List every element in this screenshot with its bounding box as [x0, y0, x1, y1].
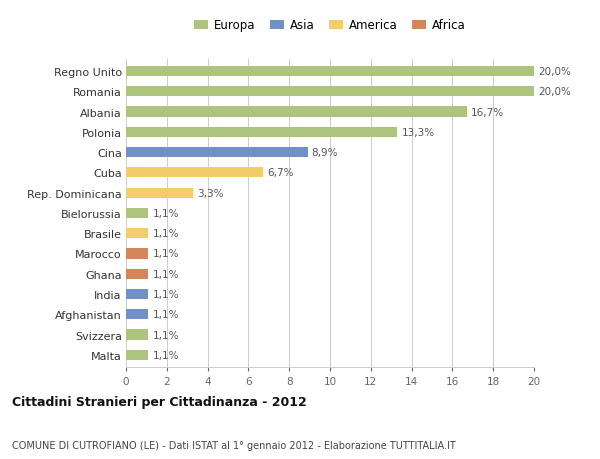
Bar — [126, 269, 148, 279]
Bar — [126, 128, 397, 138]
Bar — [126, 249, 148, 259]
Text: 1,1%: 1,1% — [152, 229, 179, 239]
Text: 1,1%: 1,1% — [152, 350, 179, 360]
Text: 6,7%: 6,7% — [267, 168, 293, 178]
Text: 1,1%: 1,1% — [152, 208, 179, 218]
Bar — [126, 67, 534, 77]
Text: 8,9%: 8,9% — [311, 148, 338, 158]
Bar — [126, 289, 148, 299]
Bar — [126, 148, 308, 158]
Bar — [126, 188, 193, 198]
Text: 20,0%: 20,0% — [538, 87, 571, 97]
Bar — [126, 229, 148, 239]
Bar — [126, 309, 148, 319]
Text: 1,1%: 1,1% — [152, 249, 179, 259]
Text: Cittadini Stranieri per Cittadinanza - 2012: Cittadini Stranieri per Cittadinanza - 2… — [12, 396, 307, 409]
Legend: Europa, Asia, America, Africa: Europa, Asia, America, Africa — [194, 19, 466, 33]
Bar — [126, 208, 148, 218]
Text: 1,1%: 1,1% — [152, 310, 179, 319]
Bar — [126, 107, 467, 118]
Text: 1,1%: 1,1% — [152, 289, 179, 299]
Text: 1,1%: 1,1% — [152, 330, 179, 340]
Text: 3,3%: 3,3% — [197, 188, 224, 198]
Bar — [126, 350, 148, 360]
Bar — [126, 87, 534, 97]
Text: COMUNE DI CUTROFIANO (LE) - Dati ISTAT al 1° gennaio 2012 - Elaborazione TUTTITA: COMUNE DI CUTROFIANO (LE) - Dati ISTAT a… — [12, 440, 456, 450]
Text: 20,0%: 20,0% — [538, 67, 571, 77]
Bar — [126, 330, 148, 340]
Text: 16,7%: 16,7% — [471, 107, 504, 117]
Text: 1,1%: 1,1% — [152, 269, 179, 279]
Bar — [126, 168, 263, 178]
Text: 13,3%: 13,3% — [401, 128, 434, 138]
